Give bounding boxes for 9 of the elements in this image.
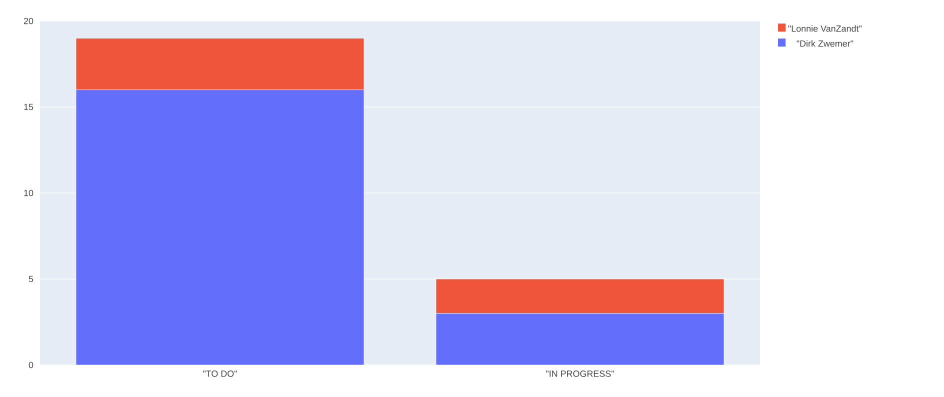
x-tick-label: "TO DO"	[203, 370, 237, 377]
y-tick-label: 15	[24, 104, 34, 110]
y-tick-label: 20	[24, 18, 34, 24]
y-tick-label: 5	[28, 276, 34, 282]
x-tick-label: "IN PROGRESS"	[546, 370, 614, 377]
legend-label: "Lonnie VanZandt"	[788, 25, 862, 32]
y-tick-label: 0	[28, 362, 34, 368]
legend-label: "Dirk Zwemer"	[796, 40, 854, 47]
y-tick-label: 10	[24, 190, 34, 196]
